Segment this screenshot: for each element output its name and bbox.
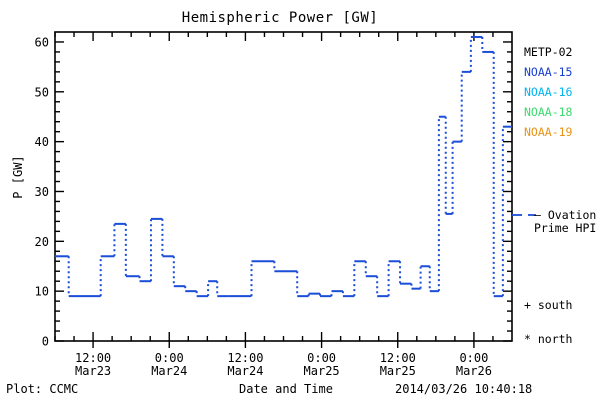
x-tick-label-date: Mar24 [151, 364, 187, 378]
x-tick-label-date: Mar25 [304, 364, 340, 378]
x-tick-label-time: 0:00 [307, 351, 336, 365]
y-tick-label: 30 [35, 185, 49, 199]
legend-item-noaa-16: NOAA-16 [524, 85, 573, 99]
plot-credit: Plot: CCMC [6, 382, 79, 396]
y-tick-label: 10 [35, 285, 49, 299]
x-axis-title: Date and Time [239, 382, 333, 396]
legend-item-noaa-15: NOAA-15 [524, 65, 573, 79]
legend-marker-north: * north [524, 332, 573, 346]
y-tick-label: 50 [35, 85, 49, 99]
x-tick-label-date: Mar26 [456, 364, 492, 378]
x-tick-label-time: 12:00 [227, 351, 263, 365]
y-axis-ticks [55, 41, 512, 342]
x-tick-label-time: 12:00 [75, 351, 111, 365]
legend-item-noaa-18: NOAA-18 [524, 105, 573, 119]
x-axis-tick-labels: 12:00Mar230:00Mar2412:00Mar240:00Mar2512… [75, 351, 492, 378]
y-tick-label: 60 [35, 35, 49, 49]
x-tick-label-date: Mar23 [75, 364, 111, 378]
y-tick-label: 20 [35, 235, 49, 249]
x-tick-label-date: Mar25 [380, 364, 416, 378]
legend-ovation: — Ovation Prime HPI [534, 209, 596, 235]
x-axis-ticks [54, 32, 494, 348]
legend-item-noaa-19: NOAA-19 [524, 125, 573, 139]
x-tick-label-time: 0:00 [155, 351, 184, 365]
x-tick-label-time: 12:00 [380, 351, 416, 365]
y-tick-label: 40 [35, 135, 49, 149]
data-series-layer [55, 35, 512, 298]
legend-ovation-line2: Prime HPI [534, 221, 597, 235]
timestamp: 2014/03/26 10:40:18 [395, 382, 533, 396]
page-title: Hemispheric Power [GW] [181, 10, 379, 26]
data-series [55, 35, 512, 298]
axis-frame [54, 31, 513, 342]
legend-ovation-line1: — Ovation [534, 208, 597, 222]
legend-marker-south: + south [524, 298, 573, 312]
y-axis-tick-labels: 0 10 20 30 40 50 60 [35, 35, 49, 348]
y-tick-label: 0 [42, 335, 49, 349]
legend-item-metp-02: METP-02 [524, 45, 573, 59]
x-tick-label-date: Mar24 [227, 364, 263, 378]
x-tick-label-time: 0:00 [459, 351, 488, 365]
